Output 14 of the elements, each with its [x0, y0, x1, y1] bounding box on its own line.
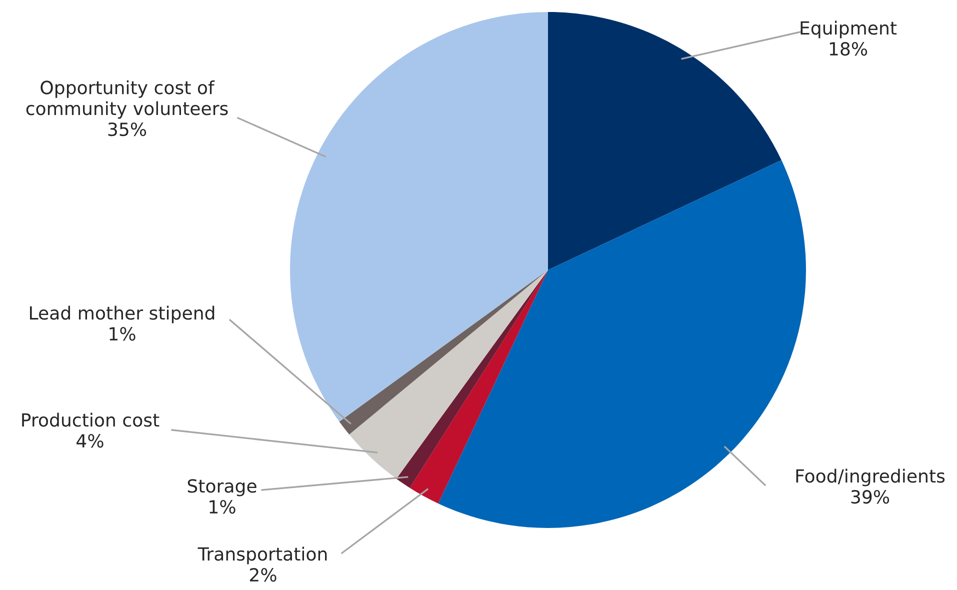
- slice-label: Storage: [188, 479, 256, 496]
- slice-label: Food/ingredients: [796, 468, 945, 486]
- data-label: 2%: [250, 568, 276, 582]
- slice-label: Lead mother stipend: [30, 306, 214, 324]
- data-label: 4%: [76, 434, 104, 448]
- data-label: 1%: [110, 327, 136, 341]
- slice-label: Production cost: [22, 412, 160, 427]
- slice-label: Opportunity cost of community volunteers: [26, 80, 228, 119]
- slice-label: Transportation: [198, 546, 327, 564]
- data-label: 18%: [830, 42, 868, 56]
- data-label: 39%: [851, 490, 890, 504]
- data-label: 1%: [210, 500, 236, 514]
- data-label: 35%: [108, 122, 146, 136]
- slice-label: Equipment: [800, 20, 897, 38]
